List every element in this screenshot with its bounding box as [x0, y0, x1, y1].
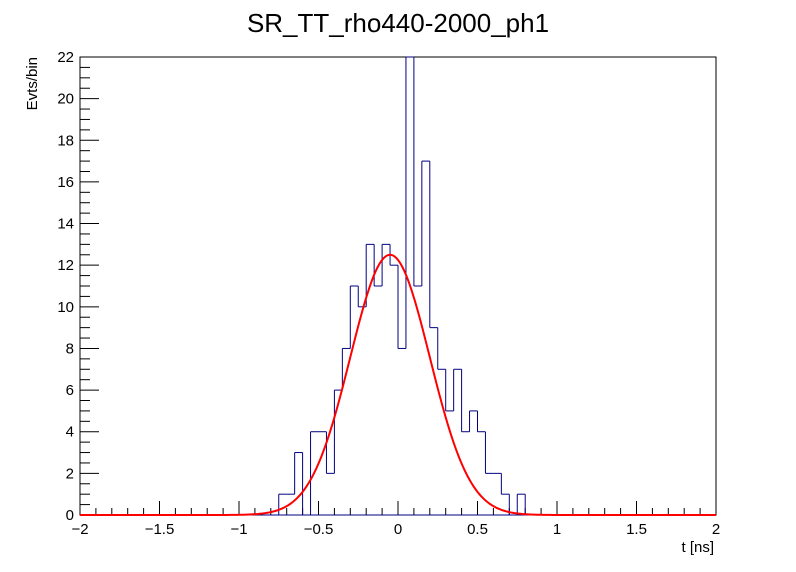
x-tick-label: −1.5: [145, 521, 175, 538]
y-tick-label: 2: [66, 465, 74, 482]
y-tick-label: 4: [66, 424, 74, 441]
x-axis-label: t [ns]: [681, 539, 714, 556]
gaussian-fit-curve: [80, 253, 716, 516]
fit-series: [80, 253, 716, 516]
y-tick-label: 20: [57, 91, 74, 108]
y-tick-label: 0: [66, 507, 74, 524]
y-axis: 0 2 4 6 8 10 12 14 16 18 20 22: [57, 49, 99, 524]
y-tick-label: 18: [57, 132, 74, 149]
x-tick-label: 1: [553, 521, 561, 538]
x-tick-label: 0: [394, 521, 402, 538]
y-tick-label: 12: [57, 257, 74, 274]
histogram-series: [80, 56, 716, 516]
y-tick-label: 14: [57, 216, 74, 233]
y-axis-label: Evts/bin: [24, 57, 41, 110]
y-tick-label: 16: [57, 174, 74, 191]
y-tick-label: 22: [57, 49, 74, 66]
y-tick-label: 8: [66, 340, 74, 357]
y-tick-label: 10: [57, 299, 74, 316]
x-tick-label: 0.5: [467, 521, 488, 538]
x-tick-label: −1: [230, 521, 247, 538]
x-tick-label: 1.5: [626, 521, 647, 538]
x-tick-label: 2: [712, 521, 720, 538]
x-axis: −2 −1.5 −1 −0.5 0 0.5 1 1.5 2: [71, 501, 720, 538]
chart-title: SR_TT_rho440-2000_ph1: [247, 8, 549, 38]
x-tick-label: −0.5: [304, 521, 334, 538]
y-tick-label: 6: [66, 382, 74, 399]
plot-area: −2 −1.5 −1 −0.5 0 0.5 1 1.5 2 0 2 4 6 8 10 12 14 16 18 20 2…: [57, 49, 720, 538]
x-tick-label: −2: [71, 521, 88, 538]
